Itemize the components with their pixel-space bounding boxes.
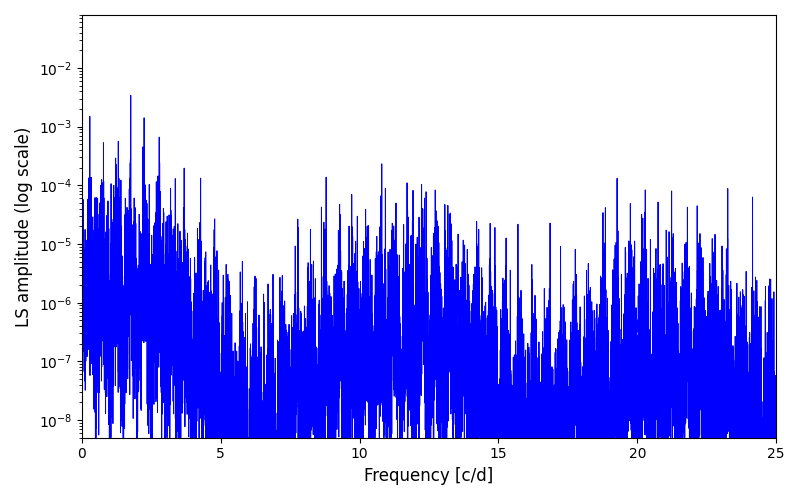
Y-axis label: LS amplitude (log scale): LS amplitude (log scale) xyxy=(15,126,33,326)
X-axis label: Frequency [c/d]: Frequency [c/d] xyxy=(364,467,494,485)
